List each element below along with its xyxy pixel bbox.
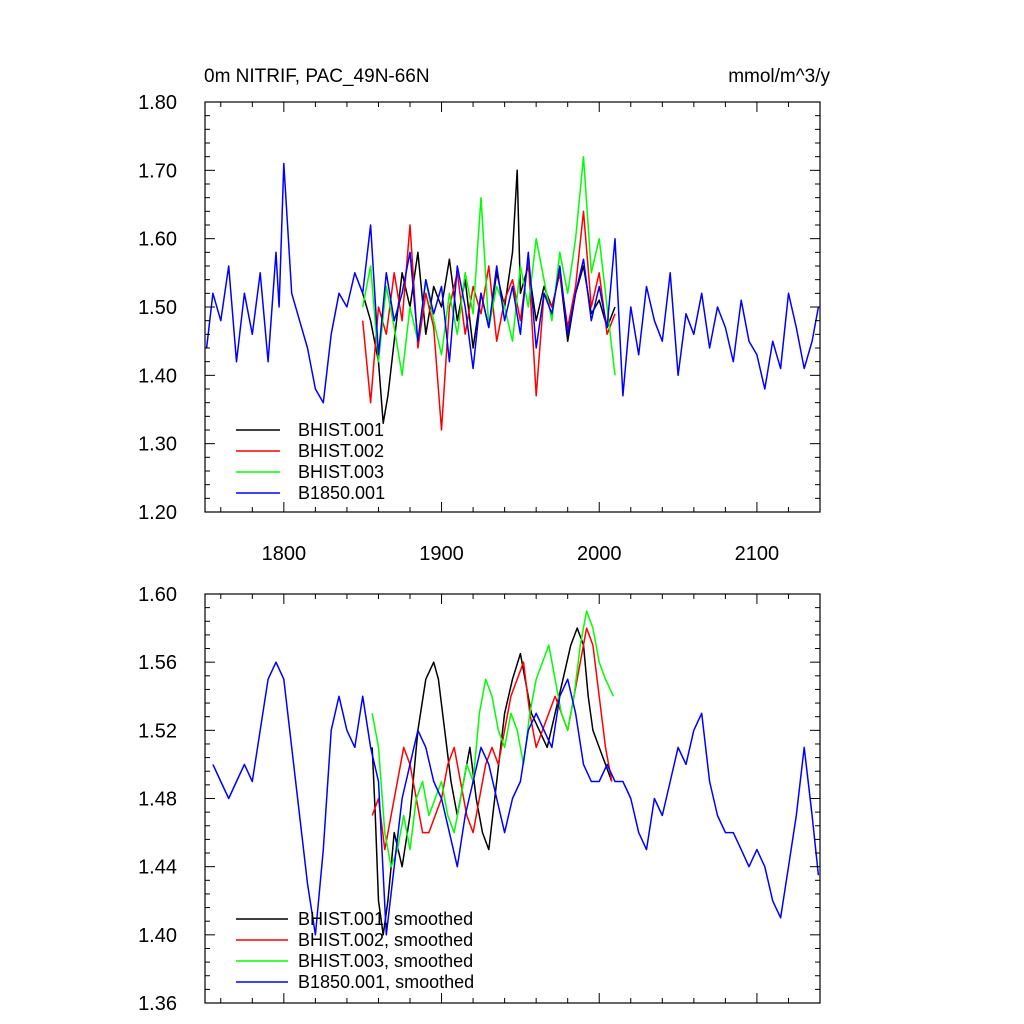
legend-label: BHIST.003 (298, 462, 384, 482)
x-tick-label: 2100 (735, 543, 780, 565)
legend-label: B1850.001, smoothed (298, 972, 474, 992)
y-tick-label: 1.40 (138, 925, 177, 947)
y-tick-label: 1.40 (138, 365, 177, 387)
y-tick-label: 1.80 (138, 92, 177, 114)
raw-panel: 1.20 1.30 1.40 1.50 1.60 1.70 1.80 1800 1900 2000… (138, 92, 821, 565)
legend-label: BHIST.003, smoothed (298, 951, 473, 971)
series-line-2 (361, 210, 616, 431)
y-tick-label: 1.56 (138, 652, 177, 674)
legend-label: BHIST.002, smoothed (298, 930, 473, 950)
y-tick-label: 1.60 (138, 229, 177, 251)
legend-label: BHIST.001 (298, 420, 384, 440)
x-tick-label: 1900 (419, 543, 464, 565)
x-tick-label: 1800 (262, 543, 307, 565)
y-tick-label: 1.50 (138, 297, 177, 319)
legend-label: B1850.001 (298, 483, 385, 503)
y-tick-label: 1.48 (138, 789, 177, 811)
legend-label: BHIST.001, smoothed (298, 909, 473, 929)
x-tick-label: 2000 (577, 543, 622, 565)
units-label: mmol/m^3/y (728, 66, 830, 87)
y-tick-label: 1.30 (138, 434, 177, 456)
smoothed-panel: 1.36 1.40 1.44 1.48 1.52 1.56 1.60 BHIST.001, s… (138, 584, 821, 1015)
y-tick-label: 1.52 (138, 720, 177, 742)
legend-label: BHIST.002 (298, 441, 384, 461)
chart-title: 0m NITRIF, PAC_49N-66N (204, 66, 430, 87)
y-tick-label: 1.36 (138, 993, 177, 1015)
y-tick-label: 1.20 (138, 502, 177, 524)
y-tick-label: 1.60 (138, 584, 177, 606)
y-tick-label: 1.70 (138, 160, 177, 182)
series-line-4 (205, 162, 820, 404)
series-line-4 (212, 661, 820, 936)
y-tick-label: 1.44 (138, 857, 177, 879)
series-line-3 (371, 610, 615, 868)
